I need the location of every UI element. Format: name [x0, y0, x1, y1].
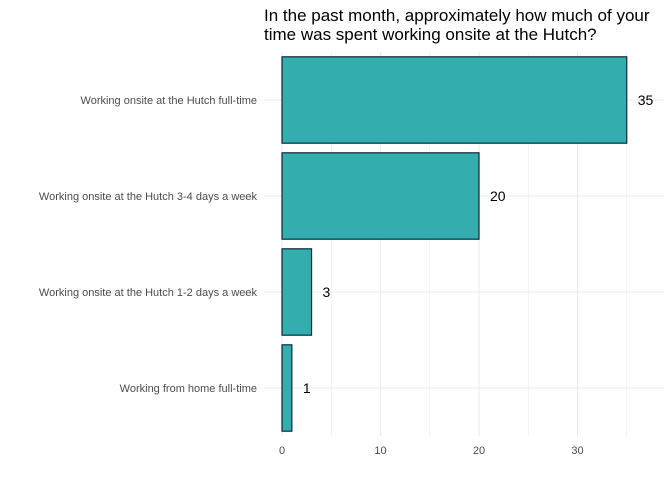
x-tick-label: 30: [571, 445, 583, 457]
category-labels: Working onsite at the Hutch full-time Wor…: [39, 95, 258, 395]
chart-title-line-2: time was spent working onsite at the Hut…: [264, 25, 597, 44]
category-label: Working onsite at the Hutch 1-2 days a w…: [39, 287, 258, 299]
data-label: 1: [303, 380, 311, 396]
category-label: Working from home full-time: [120, 383, 257, 395]
chart-title-line-1: In the past month, approximately how muc…: [264, 6, 650, 25]
category-label: Working onsite at the Hutch full-time: [81, 95, 257, 107]
x-tick-label: 20: [473, 445, 485, 457]
chart-title: In the past month, approximately how muc…: [264, 6, 650, 44]
bar: [281, 152, 480, 240]
bar: [281, 56, 628, 144]
x-tick-label: 10: [374, 445, 386, 457]
bar: [281, 344, 293, 432]
data-label: 3: [323, 284, 331, 300]
data-label: 35: [638, 92, 654, 108]
bars: [281, 56, 628, 432]
x-axis-ticks: 0 10 20 30: [279, 445, 584, 457]
bar: [281, 248, 313, 336]
data-labels: 35 20 3 1: [303, 92, 654, 396]
category-label: Working onsite at the Hutch 3-4 days a w…: [39, 191, 258, 203]
x-tick-label: 0: [279, 445, 285, 457]
data-label: 20: [490, 188, 506, 204]
